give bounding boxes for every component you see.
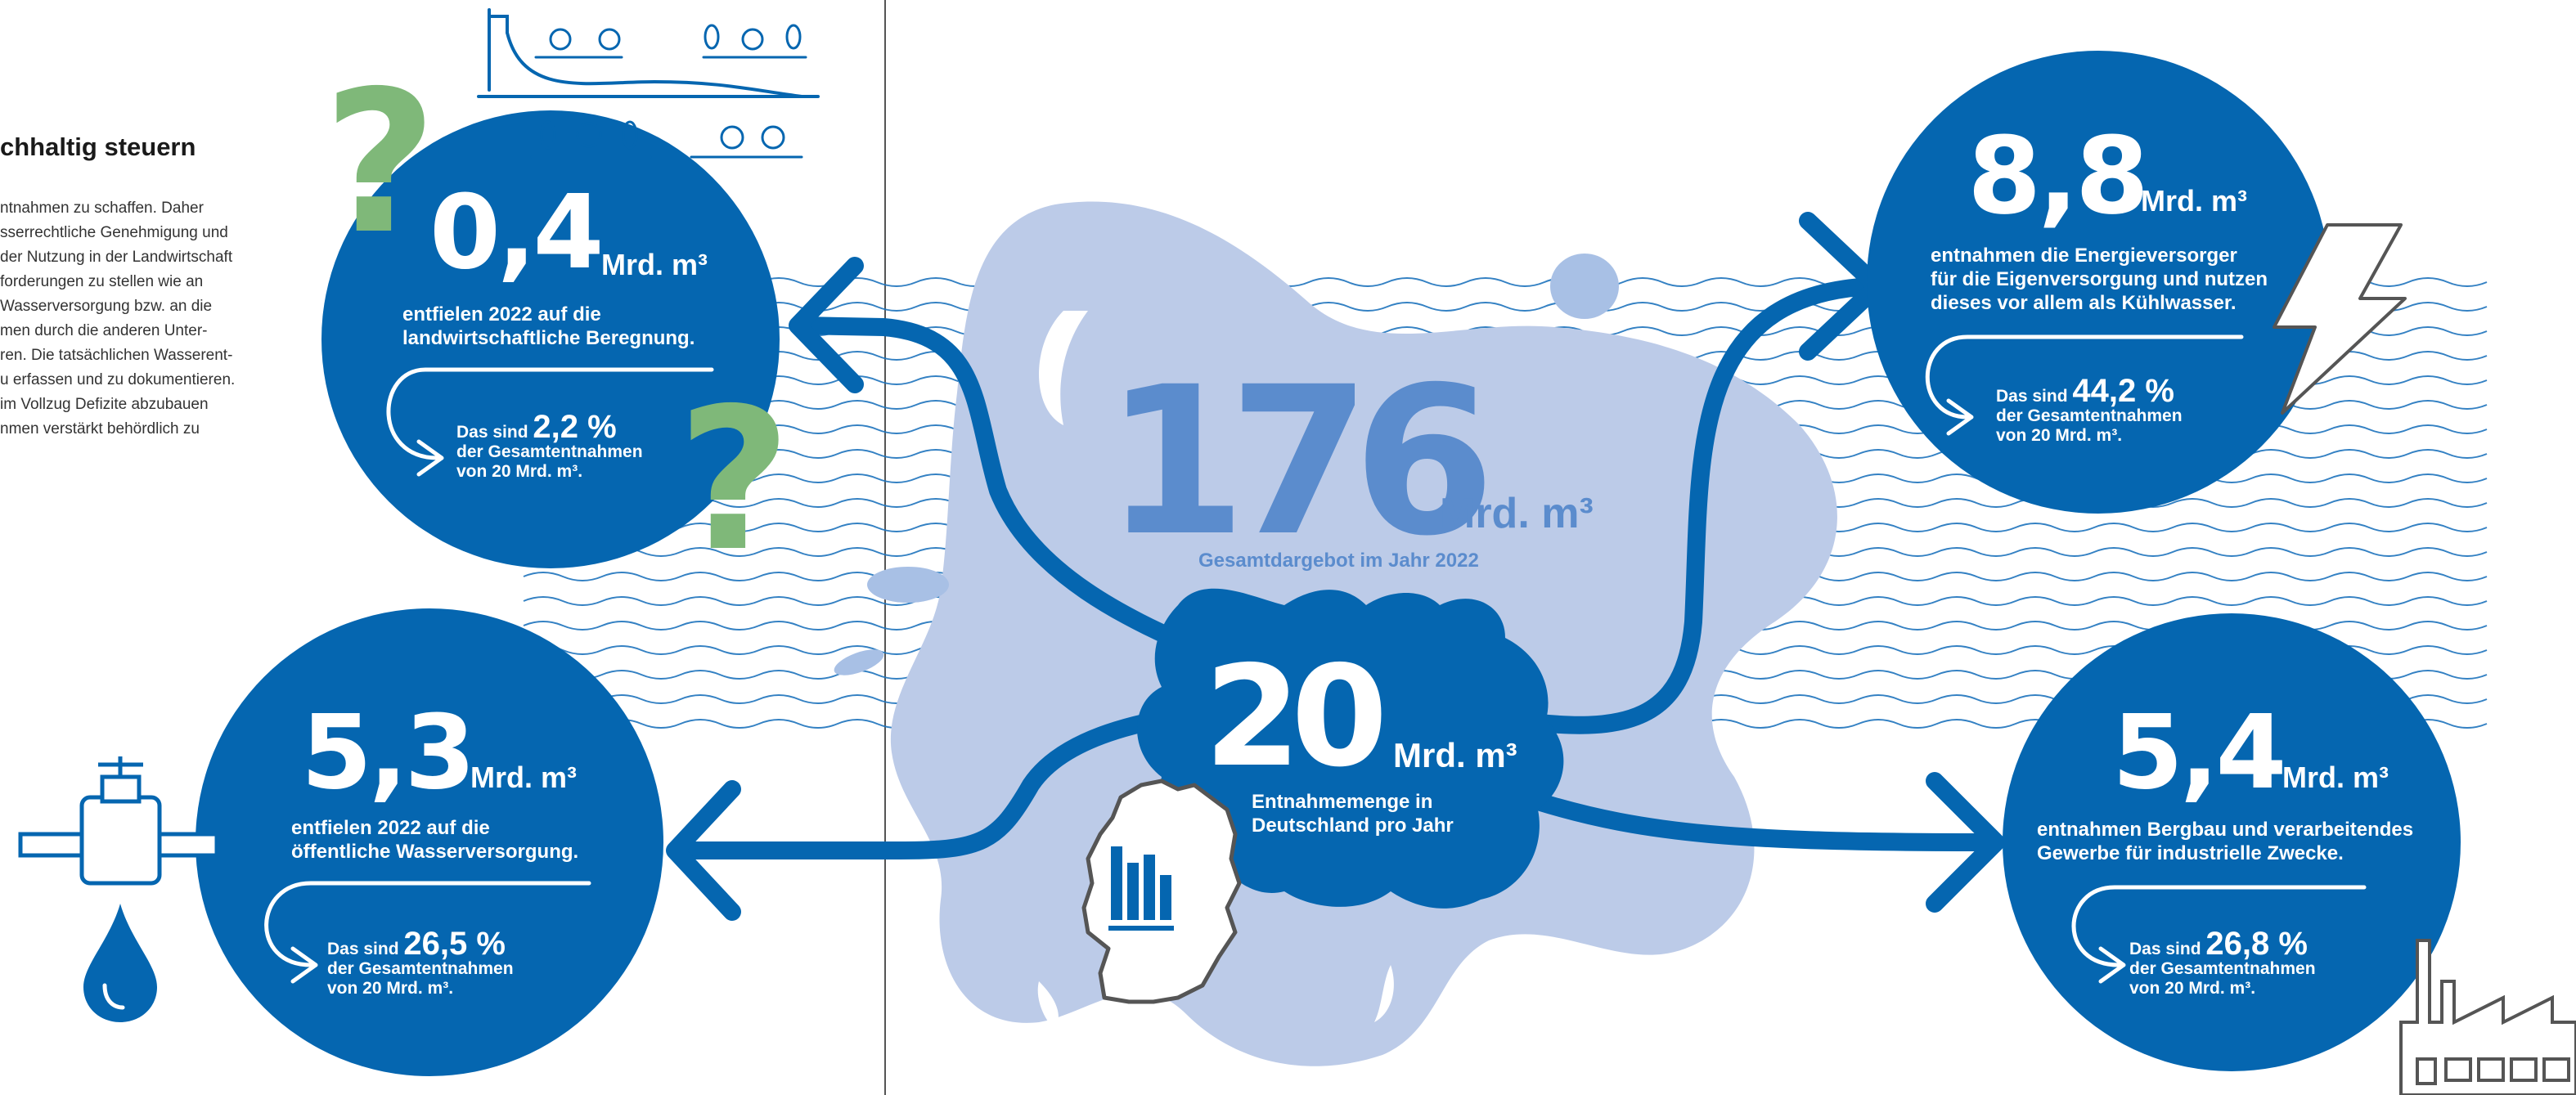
body-text-line: u erfassen und zu dokumentieren. (0, 371, 236, 388)
body-text-line: ntnahmen zu schaffen. Daher (0, 200, 204, 217)
bar-chart-icon (1108, 846, 1174, 931)
energy-circle (1867, 51, 2330, 514)
total-supply-unit: Mrd. m³ (1440, 490, 1594, 537)
industry-value: 5,4 (2112, 693, 2286, 812)
body-text-line: Wasserversorgung bzw. an die (0, 298, 213, 315)
industry-share: Das sind 26,8 % der Gesamtentnahmen von … (2129, 926, 2316, 998)
body-text-line: nmen verstärkt behördlich zu (0, 420, 200, 438)
body-text-line: der Nutzung in der Landwirtschaft (0, 249, 233, 266)
public-supply-circle (196, 608, 663, 1076)
industry-description: entnahmen Bergbau und verarbeitendes Gew… (2037, 819, 2414, 864)
agriculture-value: 0,4 (429, 173, 604, 292)
body-text-line: men durch die anderen Unter- (0, 322, 208, 339)
body-text-line: im Vollzug Defizite abzubauen (0, 396, 209, 413)
water-tap-icon (18, 756, 219, 886)
public-supply-description: entfielen 2022 auf die öffentliche Wasse… (291, 817, 579, 863)
body-text-line: ren. Die tatsächlichen Wasserent- (0, 347, 233, 364)
agriculture-share: Das sind 2,2 % der Gesamtentnahmen von 2… (456, 409, 643, 481)
withdrawal-blob (1137, 588, 1564, 909)
industry-share-value: 26,8 % (2205, 926, 2308, 962)
irrigation-icon (477, 8, 820, 159)
public-supply-share: Das sind 26,5 % der Gesamtentnahmen von … (327, 926, 514, 998)
energy-share: Das sind 44,2 % der Gesamtentnahmen von … (1996, 373, 2183, 445)
industry-circle (2003, 613, 2461, 1071)
energy-description: entnahmen die Energieversorger für die E… (1931, 245, 2268, 314)
factory-icon (2399, 939, 2576, 1095)
body-text: ntnahmen zu schaffen. Daher sserrechtlic… (0, 196, 235, 442)
svg-text:?: ? (323, 48, 437, 277)
withdrawal-label: Entnahmemenge in Deutschland pro Jahr (1252, 791, 1454, 837)
agriculture-share-value: 2,2 % (533, 409, 617, 445)
energy-value: 8,8 (1967, 114, 2149, 238)
total-supply-label: Gesamtdargebot im Jahr 2022 (1198, 550, 1479, 572)
energy-share-value: 44,2 % (2072, 373, 2174, 409)
svg-text:?: ? (677, 366, 791, 595)
agriculture-unit: Mrd. m³ (601, 248, 708, 281)
public-supply-unit: Mrd. m³ (470, 761, 577, 794)
lightning-icon (2273, 223, 2407, 415)
public-supply-share-value: 26,5 % (403, 926, 506, 962)
body-text-line: forderungen zu stellen wie an (0, 273, 204, 290)
agriculture-description: entfielen 2022 auf die landwirtschaftlic… (402, 303, 695, 349)
energy-unit: Mrd. m³ (2141, 184, 2247, 218)
total-supply-value: 176 (1104, 343, 1495, 581)
industry-unit: Mrd. m³ (2282, 761, 2389, 794)
public-supply-value: 5,3 (301, 693, 475, 812)
withdrawal-value: 20 (1204, 636, 1388, 798)
withdrawal-unit: Mrd. m³ (1393, 736, 1517, 774)
question-mark-icon: ? ? (323, 48, 791, 595)
section-heading: chhaltig steuern (0, 132, 196, 161)
body-text-line: sserrechtliche Genehmigung und (0, 224, 228, 241)
water-drop-icon (83, 904, 157, 1022)
share-arrows (264, 334, 2367, 984)
